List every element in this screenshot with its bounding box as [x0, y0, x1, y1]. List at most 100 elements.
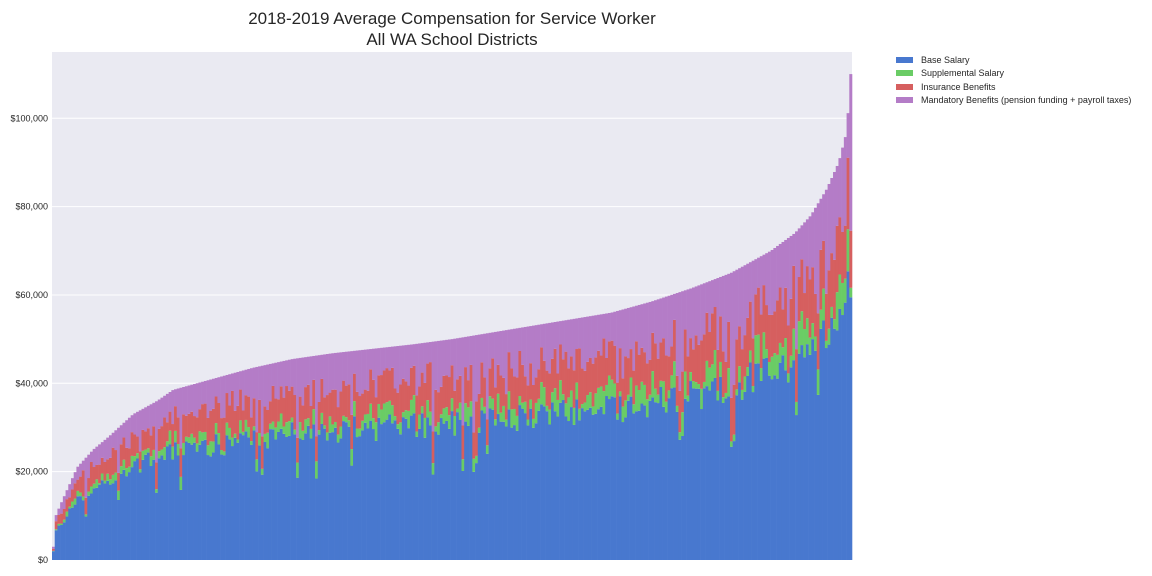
supplemental-salary-segment: [594, 393, 598, 414]
base-salary-segment: [841, 315, 845, 560]
insurance-benefits-segment: [784, 287, 788, 339]
mandatory-benefits-segment: [621, 309, 625, 379]
mandatory-benefits-segment: [87, 454, 91, 479]
mandatory-benefits-segment: [849, 74, 853, 231]
supplemental-salary-segment: [515, 415, 519, 431]
base-salary-segment: [347, 426, 351, 560]
base-salary-segment: [757, 363, 761, 560]
insurance-benefits-segment: [477, 393, 481, 428]
mandatory-benefits-segment: [447, 339, 451, 378]
base-salary-segment: [616, 419, 620, 560]
supplemental-salary-segment: [68, 506, 72, 509]
base-salary-segment: [342, 421, 346, 560]
supplemental-salary-segment: [138, 469, 142, 473]
mandatory-benefits-segment: [496, 331, 500, 365]
mandatory-benefits-segment: [507, 329, 511, 353]
mandatory-benefits-segment: [212, 378, 216, 409]
mandatory-benefits-segment: [548, 322, 552, 374]
mandatory-benefits-segment: [423, 342, 427, 383]
supplemental-salary-segment: [778, 342, 782, 363]
mandatory-benefits-segment: [597, 314, 601, 351]
supplemental-salary-segment: [767, 361, 771, 376]
supplemental-salary-segment: [475, 455, 479, 464]
mandatory-benefits-segment: [233, 372, 237, 411]
mandatory-benefits-segment: [789, 235, 793, 299]
supplemental-salary-segment: [152, 449, 156, 460]
supplemental-salary-segment: [702, 381, 706, 389]
mandatory-benefits-segment: [586, 316, 590, 362]
insurance-benefits-segment: [561, 359, 565, 395]
insurance-benefits-segment: [298, 396, 302, 423]
mandatory-benefits-segment: [583, 317, 587, 371]
supplemental-salary-segment: [203, 431, 207, 440]
base-salary-segment: [136, 458, 140, 560]
supplemental-salary-segment: [328, 416, 332, 433]
insurance-benefits-segment: [187, 413, 191, 438]
insurance-benefits-segment: [415, 395, 419, 432]
base-salary-segment: [773, 375, 777, 560]
mandatory-benefits-segment: [727, 273, 731, 322]
supplemental-salary-segment: [404, 410, 408, 419]
supplemental-salary-segment: [534, 402, 538, 424]
insurance-benefits-segment: [529, 363, 533, 400]
mandatory-benefits-segment: [456, 338, 460, 380]
insurance-benefits-segment: [678, 390, 682, 433]
base-salary-segment: [550, 402, 554, 560]
supplemental-salary-segment: [578, 408, 582, 421]
supplemental-salary-segment: [81, 496, 85, 501]
base-salary-segment: [833, 328, 837, 560]
insurance-benefits-segment: [635, 341, 639, 386]
mandatory-benefits-segment: [385, 347, 389, 369]
base-salary-segment: [374, 440, 378, 560]
insurance-benefits-segment: [534, 377, 538, 403]
base-salary-segment: [287, 435, 291, 560]
supplemental-salary-segment: [651, 371, 655, 398]
supplemental-salary-segment: [418, 414, 422, 429]
supplemental-salary-segment: [694, 382, 698, 389]
insurance-benefits-segment: [491, 358, 495, 399]
insurance-benefits-segment: [496, 364, 500, 394]
mandatory-benefits-segment: [298, 357, 302, 397]
insurance-benefits-segment: [103, 461, 107, 481]
base-salary-segment: [358, 436, 362, 560]
mandatory-benefits-segment: [466, 336, 470, 381]
base-salary-segment: [209, 456, 213, 560]
base-salary-segment: [477, 432, 481, 560]
mandatory-benefits-segment: [450, 339, 454, 366]
mandatory-benefits-segment: [529, 326, 533, 364]
insurance-benefits-segment: [79, 476, 83, 493]
supplemental-salary-segment: [664, 401, 668, 413]
base-salary-segment: [667, 398, 671, 560]
base-salary-segment: [480, 410, 484, 560]
insurance-benefits-segment: [485, 419, 489, 446]
base-salary-segment: [521, 408, 525, 560]
mandatory-benefits-segment: [830, 178, 834, 254]
supplemental-salary-segment: [271, 421, 275, 430]
mandatory-benefits-segment: [648, 301, 652, 360]
base-salary-segment: [220, 454, 224, 560]
base-salary-segment: [401, 417, 405, 560]
supplemental-salary-segment: [285, 422, 289, 437]
base-salary-segment: [645, 417, 649, 560]
supplemental-salary-segment: [374, 422, 378, 441]
insurance-benefits-segment: [594, 357, 598, 394]
supplemental-salary-segment: [846, 229, 850, 272]
base-salary-segment: [179, 489, 183, 560]
supplemental-salary-segment: [654, 388, 658, 403]
mandatory-benefits-segment: [656, 299, 660, 359]
supplemental-salary-segment: [108, 479, 112, 485]
base-salary-segment: [648, 400, 652, 560]
supplemental-salary-segment: [95, 479, 99, 488]
insurance-benefits-segment: [241, 410, 245, 432]
base-salary-segment: [496, 414, 500, 560]
base-salary-segment: [439, 418, 443, 560]
insurance-benefits-segment: [412, 365, 416, 396]
insurance-benefits-segment: [654, 343, 658, 389]
supplemental-salary-segment: [92, 483, 96, 489]
insurance-benefits-segment: [705, 312, 709, 361]
insurance-benefits-segment: [656, 358, 660, 395]
base-salary-segment: [309, 438, 313, 560]
base-salary-segment: [526, 425, 530, 560]
mandatory-benefits-segment: [778, 243, 782, 288]
insurance-benefits-segment: [277, 399, 281, 422]
